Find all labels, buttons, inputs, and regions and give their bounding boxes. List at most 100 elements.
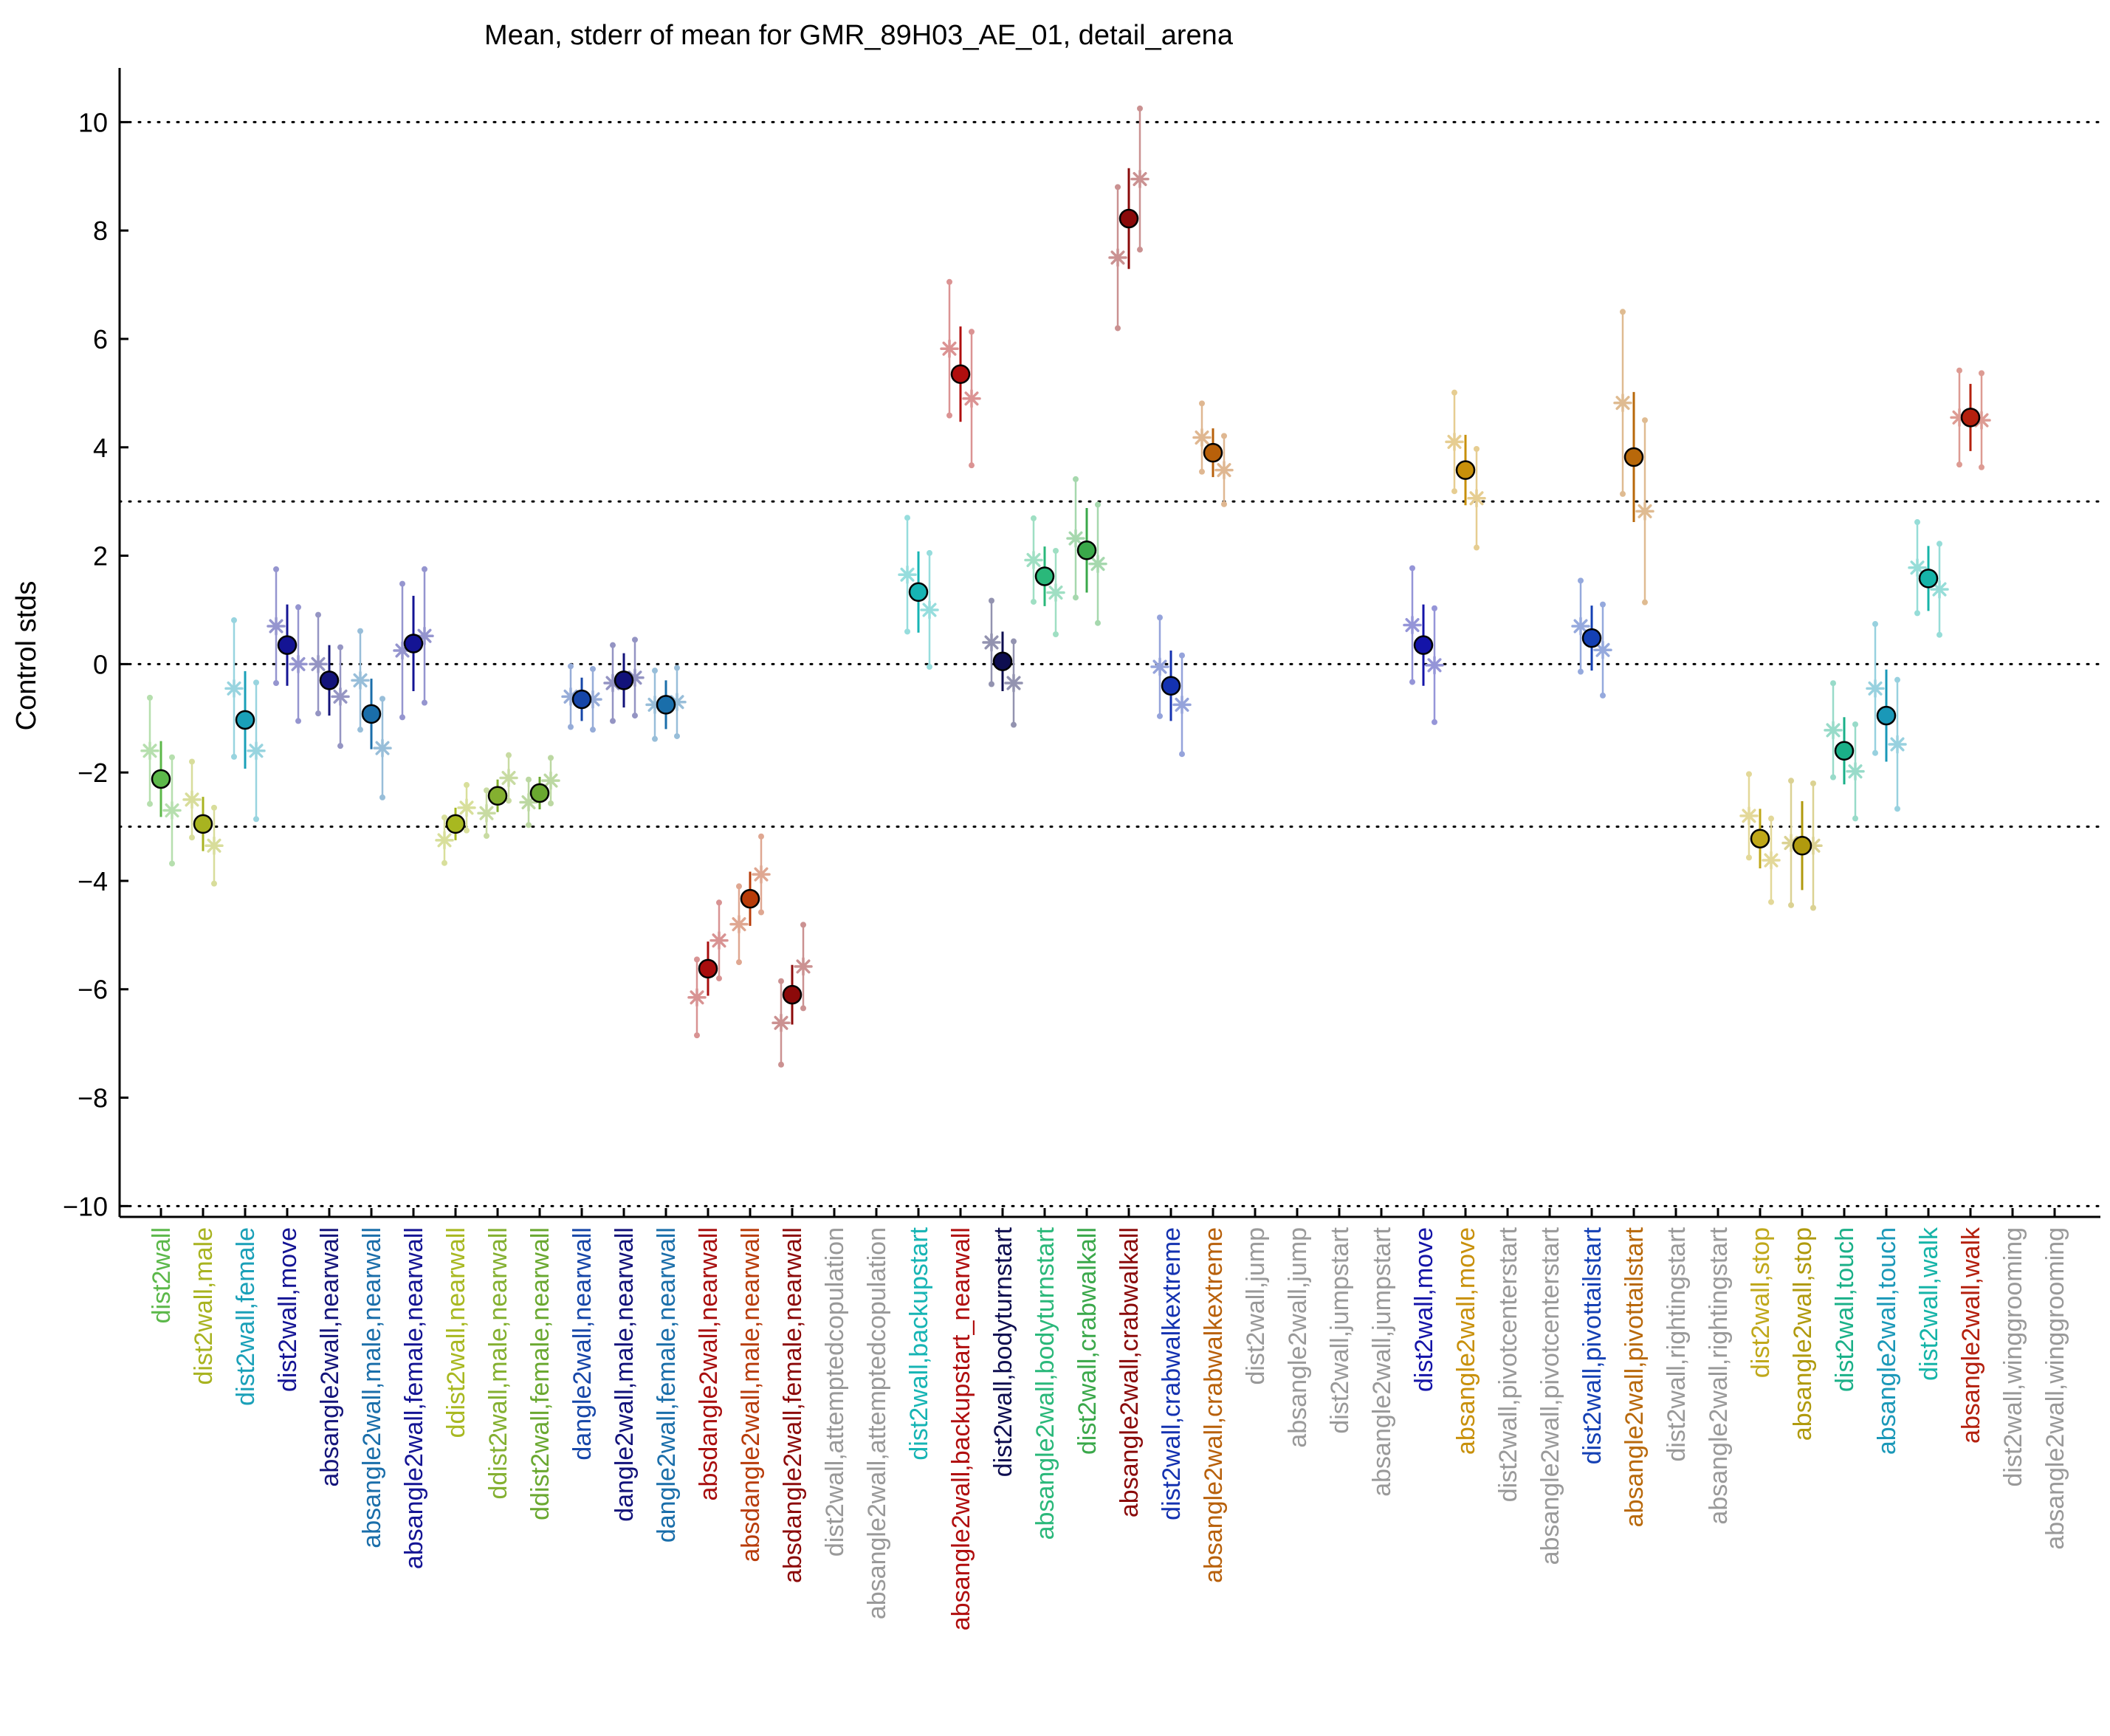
whisker-end-dot <box>337 644 343 651</box>
female-mean-asterisk-stroke <box>1217 463 1231 478</box>
male-mean-asterisk-stroke <box>1573 619 1588 634</box>
whisker-end-dot <box>904 515 910 521</box>
female-mean-asterisk <box>1425 656 1444 675</box>
whisker-end-dot <box>1011 638 1017 645</box>
whisker-end-dot <box>169 754 175 761</box>
category-marks <box>1024 515 1065 637</box>
y-tick-label: −8 <box>78 1083 108 1114</box>
female-mean-asterisk-stroke <box>712 933 726 948</box>
female-mean-asterisk <box>962 388 981 408</box>
female-mean-asterisk-stroke <box>922 603 937 617</box>
x-tick-label: dist2wall,jump <box>1242 1227 1270 1385</box>
male-mean-asterisk <box>1866 679 1885 699</box>
female-mean-asterisk-stroke <box>165 803 179 818</box>
y-tick-label: −2 <box>78 758 108 788</box>
male-mean-asterisk <box>1192 428 1212 447</box>
whisker-end-dot <box>441 860 447 866</box>
x-tick-label: absangle2wall,female,nearwall <box>400 1227 428 1569</box>
female-mean-asterisk <box>1467 489 1486 508</box>
mean-point <box>403 634 424 653</box>
male-mean-asterisk-stroke <box>142 744 157 758</box>
female-mean-asterisk-stroke <box>1175 697 1189 712</box>
female-mean-asterisk <box>1088 554 1107 574</box>
whisker-end-dot <box>736 959 742 966</box>
whisker-end-dot <box>736 883 742 890</box>
female-mean-asterisk-stroke <box>1638 504 1652 518</box>
x-tick-label: absangle2wall,winggrooming <box>2041 1227 2069 1550</box>
category-marks <box>224 617 266 823</box>
mean-point <box>1034 566 1055 586</box>
male-mean-asterisk-stroke <box>984 635 999 650</box>
whisker-end-dot <box>464 827 470 834</box>
whisker-end-dot <box>189 758 195 765</box>
axes <box>118 68 2100 1218</box>
x-tick-label: dist2wall <box>148 1227 176 1323</box>
category-marks <box>940 278 981 469</box>
male-mean-asterisk <box>1571 617 1590 636</box>
y-axis-label: Control stds <box>11 581 42 731</box>
whisker-end-dot <box>716 975 722 982</box>
whisker-end-dot <box>253 679 259 686</box>
x-tick-label: absangle2wall,rightingstart <box>1705 1226 1733 1524</box>
mean-point <box>151 769 171 789</box>
female-mean-asterisk <box>794 957 813 976</box>
whisker-end-dot <box>904 628 910 635</box>
mean-point <box>571 689 592 710</box>
whisker-end-dot <box>273 566 279 572</box>
male-mean-asterisk <box>1108 248 1127 267</box>
whisker-end-dot <box>1914 519 1920 526</box>
female-mean-asterisk-stroke <box>1090 557 1105 572</box>
x-tick-label: absangle2wall,stop <box>1789 1227 1817 1441</box>
female-mean-asterisk <box>1846 761 1865 781</box>
x-tick-label: dangle2wall,male,nearwall <box>611 1227 639 1522</box>
female-mean-asterisk-stroke <box>291 656 306 671</box>
mean-point <box>656 695 676 715</box>
whisker-end-dot <box>969 462 975 469</box>
whisker-end-dot <box>568 663 574 670</box>
x-tick-label: absangle2wall,backupstart_nearwall <box>947 1227 975 1630</box>
female-mean-asterisk-stroke <box>964 391 979 406</box>
whisker-end-dot <box>778 978 784 984</box>
category-marks <box>772 922 813 1068</box>
whisker-end-dot <box>1179 652 1185 659</box>
whisker-end-dot <box>211 880 217 887</box>
whisker-end-dot <box>927 664 932 670</box>
category-marks <box>1824 680 1865 822</box>
whisker-end-dot <box>273 680 279 687</box>
x-tick-label: absdangle2wall,nearwall <box>695 1227 723 1500</box>
y-tick-label: −4 <box>78 866 108 896</box>
whisker-end-dot <box>548 755 554 761</box>
category-marks <box>182 758 224 887</box>
x-tick-label: absangle2wall,pivotcenterstart <box>1536 1226 1564 1565</box>
male-mean-asterisk-stroke <box>1068 531 1083 546</box>
mean-point <box>740 888 760 909</box>
male-mean-asterisk <box>1024 550 1043 570</box>
male-mean-asterisk <box>1066 529 1085 548</box>
x-tick-label: absangle2wall,male,nearwall <box>358 1227 386 1548</box>
mean-point <box>992 651 1013 671</box>
male-mean-asterisk-stroke <box>900 567 915 582</box>
female-mean-asterisk-stroke <box>333 689 348 704</box>
male-mean-asterisk <box>898 565 917 585</box>
x-tick-label: absangle2wall,crabwalkall <box>1116 1227 1144 1517</box>
female-mean-asterisk-stroke <box>1595 642 1610 657</box>
male-mean-asterisk-stroke <box>1742 809 1756 823</box>
male-mean-asterisk <box>351 670 370 690</box>
x-tick-label: dist2wall,pivottailstart <box>1578 1226 1606 1464</box>
female-mean-asterisk-stroke <box>754 867 769 882</box>
whisker-end-dot <box>1474 544 1480 551</box>
x-tick-label: dist2wall,attemptedcopulation <box>821 1227 849 1557</box>
whisker-end-dot <box>1768 899 1774 905</box>
whisker-end-dot <box>1432 718 1437 725</box>
mean-point <box>1118 208 1139 229</box>
male-mean-asterisk-stroke <box>732 917 746 932</box>
x-tick-label: dist2wall,male <box>190 1227 218 1385</box>
female-mean-asterisk-stroke <box>543 773 558 788</box>
male-mean-asterisk-stroke <box>227 681 241 696</box>
mean-point <box>950 364 971 384</box>
male-mean-asterisk <box>729 914 749 934</box>
x-tick-label: dist2wall,female <box>232 1227 260 1406</box>
category-marks <box>645 665 687 742</box>
female-mean-asterisk <box>1214 460 1234 480</box>
whisker-end-dot <box>1830 774 1836 780</box>
